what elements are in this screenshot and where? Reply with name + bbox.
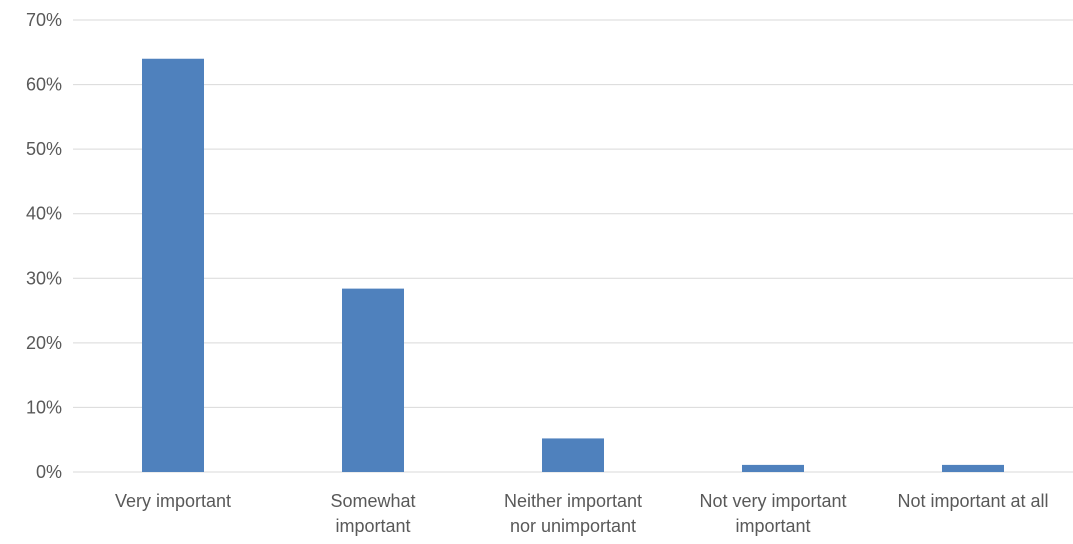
y-tick-label: 50% [26, 139, 62, 159]
y-tick-label: 0% [36, 462, 62, 482]
x-category-label: Somewhat important [330, 491, 415, 536]
x-category-label: Not important at all [897, 491, 1048, 511]
x-category-label-line: Neither important [504, 491, 642, 511]
bar [742, 464, 804, 472]
x-category-label-line: Not important at all [897, 491, 1048, 511]
x-category-label-line: Very important [115, 491, 231, 511]
x-category-label-line: important [735, 516, 810, 536]
x-category-label: Neither important nor unimportant [504, 491, 642, 536]
bars [142, 58, 1004, 472]
bar [542, 438, 604, 472]
y-tick-label: 40% [26, 204, 62, 224]
bar [342, 288, 404, 472]
y-tick-label: 10% [26, 397, 62, 417]
y-tick-label: 30% [26, 268, 62, 288]
y-axis-tick-labels: 0% 10% 20% 30% 40% 50% 60% 70% [26, 10, 62, 482]
x-category-label-line: Somewhat [330, 491, 415, 511]
x-category-label: Not very important important [699, 491, 846, 536]
gridlines [73, 19, 1073, 473]
y-tick-label: 60% [26, 75, 62, 95]
x-category-label-line: Not very important [699, 491, 846, 511]
bar [142, 58, 204, 472]
x-axis-category-labels: Very important Somewhat important Neither i… [115, 491, 1049, 536]
x-category-label: Very important [115, 491, 231, 511]
x-category-label-line: important [335, 516, 410, 536]
bar [942, 464, 1004, 472]
x-category-label-line: nor unimportant [510, 516, 636, 536]
y-tick-label: 20% [26, 333, 62, 353]
y-tick-label: 70% [26, 10, 62, 30]
